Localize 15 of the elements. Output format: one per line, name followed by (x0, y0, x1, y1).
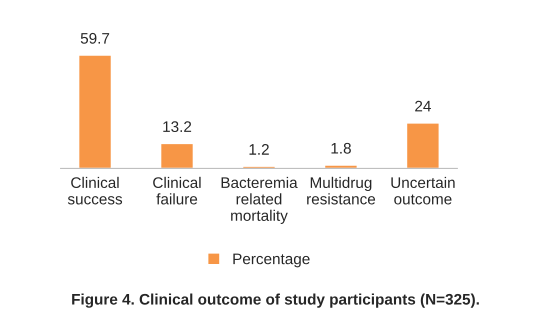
data-label: 59.7 (80, 32, 110, 44)
data-label: 1.2 (250, 144, 269, 155)
data-label: 24 (415, 100, 431, 112)
data-label: 1.8 (331, 142, 351, 154)
caption: Figure 4. Clinical outcome of study participants (N=325). (72, 293, 479, 308)
x-tick-label: Uncertain outcome (391, 176, 455, 204)
bar (160, 142, 194, 168)
bar (78, 54, 112, 168)
x-tick-label: Multidrug resistance (307, 176, 376, 204)
legend-label: Percentage (233, 254, 310, 268)
x-tick-label: Bacteremia related mortality (222, 176, 298, 224)
data-label: 13.2 (163, 121, 192, 132)
bar (406, 122, 440, 168)
x-tick-label: Clinical failure (153, 176, 201, 204)
x-tick-label: Clinical success (68, 176, 122, 204)
